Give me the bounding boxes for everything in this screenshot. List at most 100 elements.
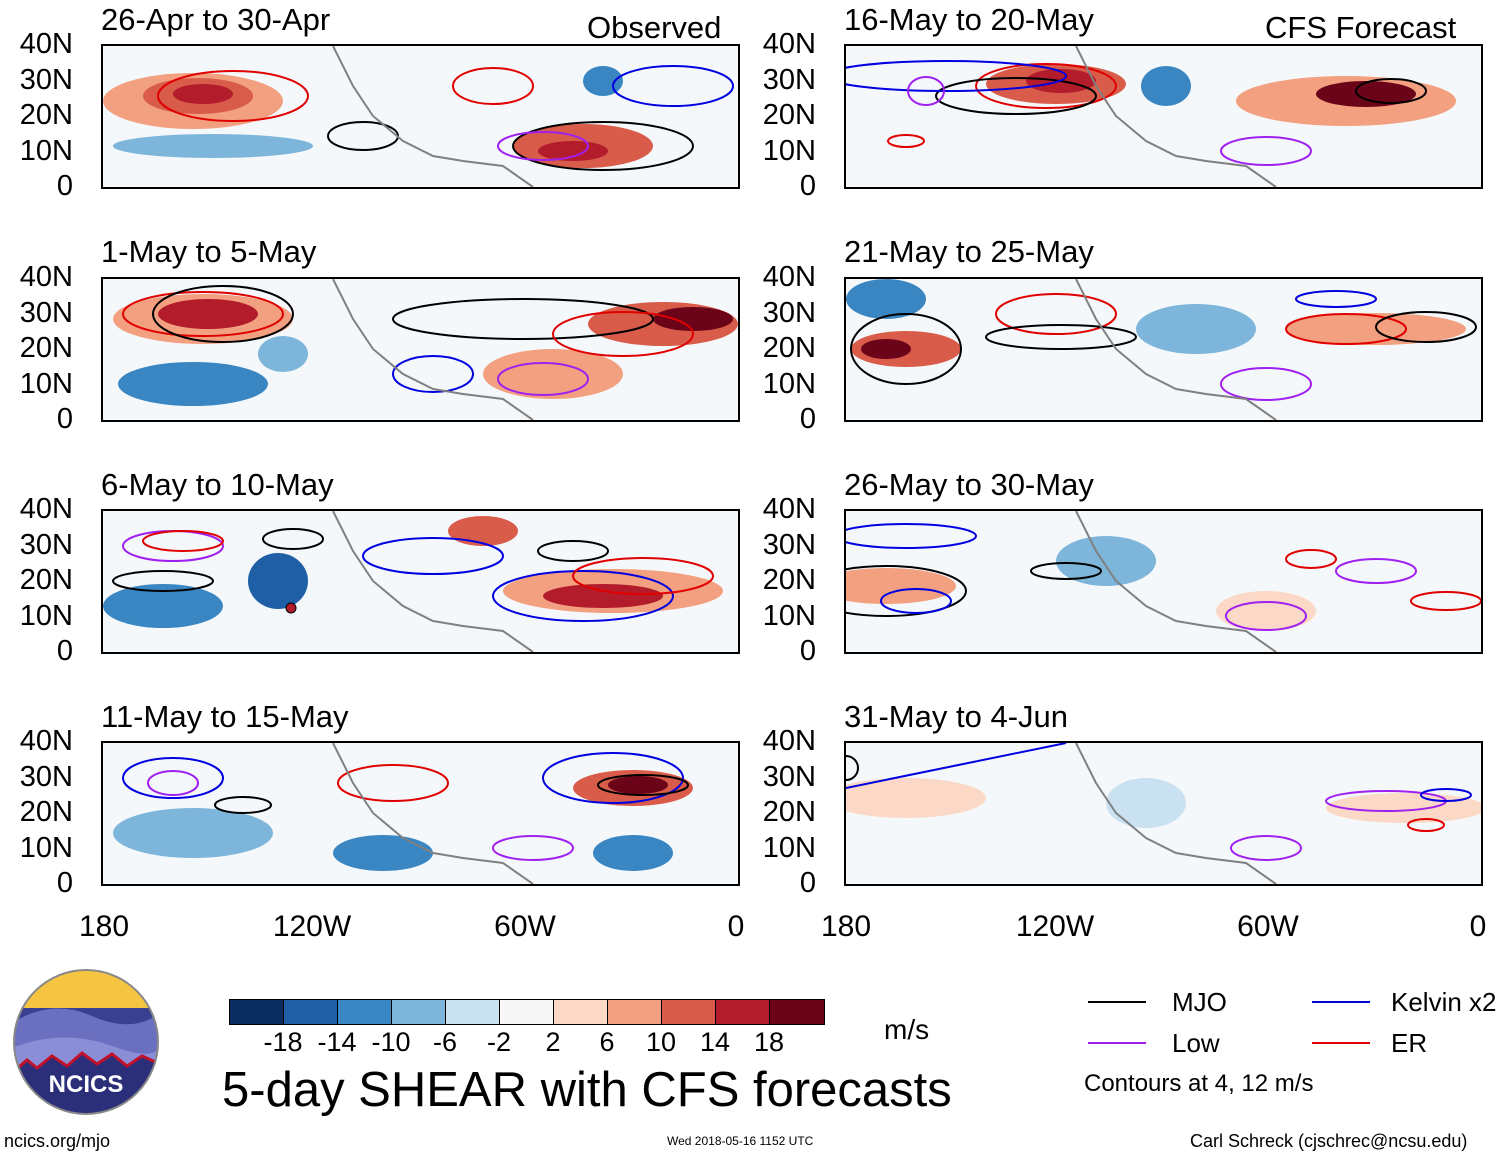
y-tick-right-row4-4: 0 xyxy=(799,867,816,899)
y-tick-left-row4-2: 20N xyxy=(19,796,73,828)
ncics-logo[interactable]: NCICS xyxy=(12,968,160,1116)
colorbar-swatch xyxy=(608,1000,662,1024)
y-tick-right-row1-3: 10N xyxy=(762,134,816,167)
y-tick-left-row4-1: 30N xyxy=(19,760,73,793)
legend-kelvin-label: Kelvin x2 xyxy=(1391,987,1497,1017)
map-panel-fcst-4 xyxy=(844,741,1483,886)
colorbar-swatch xyxy=(284,1000,338,1024)
y-tick-right-row3-3: 10N xyxy=(762,599,816,632)
y-tick-right-row3-0: 40N xyxy=(762,493,816,525)
footer-url[interactable]: ncics.org/mjo xyxy=(4,1131,111,1151)
colorbar-swatch xyxy=(662,1000,716,1024)
colorbar-tick: -14 xyxy=(317,1027,357,1057)
y-tick-left-row4-3: 10N xyxy=(19,831,73,864)
y-tick-left-row1-1: 30N xyxy=(19,63,73,96)
y-tick-right-row1-1: 30N xyxy=(762,63,816,96)
y-tick-right-row1-4: 0 xyxy=(799,170,816,202)
colorbar-swatch xyxy=(338,1000,392,1024)
y-tick-left-row2-0: 40N xyxy=(19,261,73,293)
y-tick-right-row1-2: 20N xyxy=(762,99,816,131)
colorbar-swatch xyxy=(554,1000,608,1024)
legend-kelvin-line xyxy=(1312,1001,1370,1003)
colorbar-tick: -10 xyxy=(371,1027,411,1057)
x-tick-right-3: 0 xyxy=(1469,910,1487,943)
x-tick-right-0: 180 xyxy=(820,910,872,943)
y-tick-left-row1-3: 10N xyxy=(19,134,73,167)
y-tick-right-row2-3: 10N xyxy=(762,367,816,400)
y-tick-left-row3-2: 20N xyxy=(19,564,73,596)
colorbar-swatch xyxy=(500,1000,554,1024)
colorbar-swatch xyxy=(770,1000,824,1024)
panel-title: 31-May to 4-Jun xyxy=(844,699,1068,734)
colorbar-tick: 10 xyxy=(645,1027,677,1057)
y-tick-left-row2-1: 30N xyxy=(19,296,73,329)
y-tick-right-row3-4: 0 xyxy=(799,635,816,667)
y-tick-right-row2-0: 40N xyxy=(762,261,816,293)
y-tick-right-row1-0: 40N xyxy=(762,28,816,60)
y-tick-right-row4-0: 40N xyxy=(762,725,816,757)
colorbar-tick: 6 xyxy=(599,1027,615,1057)
y-tick-left-row4-4: 0 xyxy=(56,867,73,899)
colorbar-swatch xyxy=(716,1000,770,1024)
x-tick-right-1: 120W xyxy=(1015,910,1095,943)
y-tick-left-row2-3: 10N xyxy=(19,367,73,400)
y-tick-left-row2-2: 20N xyxy=(19,332,73,364)
y-tick-right-row2-2: 20N xyxy=(762,332,816,364)
legend-mjo-line xyxy=(1088,1001,1146,1003)
map-panel-obs-3 xyxy=(101,509,740,654)
y-tick-left-row3-4: 0 xyxy=(56,635,73,667)
colorbar-swatch xyxy=(446,1000,500,1024)
y-tick-left-row4-0: 40N xyxy=(19,725,73,757)
y-tick-left-row3-0: 40N xyxy=(19,493,73,525)
y-tick-left-row1-0: 40N xyxy=(19,28,73,60)
y-tick-left-row2-4: 0 xyxy=(56,403,73,435)
x-tick-left-3: 0 xyxy=(727,910,745,943)
panel-title: 6-May to 10-May xyxy=(101,467,334,502)
y-tick-right-row2-4: 0 xyxy=(799,403,816,435)
observed-header: Observed xyxy=(587,10,722,45)
x-tick-left-1: 120W xyxy=(272,910,352,943)
legend-er-label: ER xyxy=(1391,1028,1428,1058)
legend-mjo-label: MJO xyxy=(1172,987,1227,1017)
y-tick-right-row4-3: 10N xyxy=(762,831,816,864)
y-tick-left-row3-3: 10N xyxy=(19,599,73,632)
forecast-header: CFS Forecast xyxy=(1265,10,1457,45)
legend-low-label: Low xyxy=(1172,1028,1220,1058)
colorbar-tick: -18 xyxy=(263,1027,303,1057)
panel-title: 16-May to 20-May xyxy=(844,2,1094,37)
colorbar-units: m/s xyxy=(884,1014,930,1045)
map-panel-obs-4 xyxy=(101,741,740,886)
map-panel-fcst-2 xyxy=(844,277,1483,422)
panel-title: 26-Apr to 30-Apr xyxy=(101,2,331,37)
x-tick-left-2: 60W xyxy=(494,910,556,943)
panel-title: 21-May to 25-May xyxy=(844,234,1094,269)
x-tick-right-2: 60W xyxy=(1237,910,1299,943)
contour-note: Contours at 4, 12 m/s xyxy=(1084,1070,1314,1097)
colorbar-swatch xyxy=(230,1000,284,1024)
panel-title: 11-May to 15-May xyxy=(101,699,349,734)
map-panel-fcst-3 xyxy=(844,509,1483,654)
colorbar-tick: 14 xyxy=(699,1027,731,1057)
x-tick-left-0: 180 xyxy=(78,910,130,943)
colorbar xyxy=(229,999,825,1025)
logo-text: NCICS xyxy=(49,1071,124,1098)
y-tick-right-row2-1: 30N xyxy=(762,296,816,329)
panel-title: 1-May to 5-May xyxy=(101,234,317,269)
y-tick-right-row4-1: 30N xyxy=(762,760,816,793)
y-tick-right-row4-2: 20N xyxy=(762,796,816,828)
y-tick-left-row1-2: 20N xyxy=(19,99,73,131)
footer-credit: Carl Schreck (cjschrec@ncsu.edu) xyxy=(1190,1131,1468,1151)
footer-timestamp: Wed 2018-05-16 1152 UTC xyxy=(667,1134,814,1148)
legend-er-line xyxy=(1312,1042,1370,1044)
y-tick-right-row3-2: 20N xyxy=(762,564,816,596)
panel-title: 26-May to 30-May xyxy=(844,467,1094,502)
colorbar-tick: -6 xyxy=(432,1027,457,1057)
y-tick-right-row3-1: 30N xyxy=(762,528,816,561)
main-title: 5-day SHEAR with CFS forecasts xyxy=(222,1063,952,1117)
colorbar-tick: 2 xyxy=(545,1027,561,1057)
colorbar-tick: 18 xyxy=(753,1027,785,1057)
y-tick-left-row3-1: 30N xyxy=(19,528,73,561)
map-panel-obs-1 xyxy=(101,44,740,189)
map-panel-obs-2 xyxy=(101,277,740,422)
map-panel-fcst-1 xyxy=(844,44,1483,189)
